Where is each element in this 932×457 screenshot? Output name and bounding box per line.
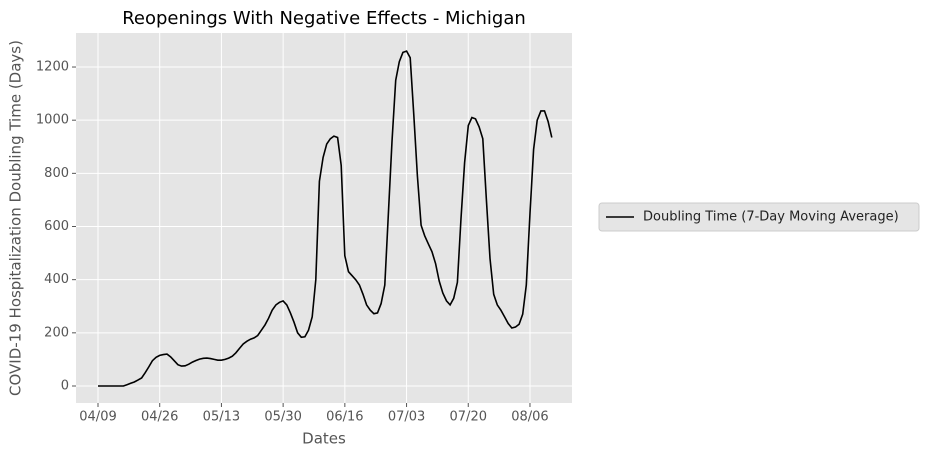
y-tick-label: 0 <box>61 378 69 393</box>
plot-area <box>76 33 572 403</box>
y-tick-label: 600 <box>44 219 69 234</box>
y-axis-label: COVID-19 Hospitalization Doubling Time (… <box>7 40 25 396</box>
y-tick-label: 400 <box>44 272 69 287</box>
x-axis-label: Dates <box>302 430 346 448</box>
y-tick-label: 1000 <box>36 113 69 128</box>
chart-title: Reopenings With Negative Effects - Michi… <box>122 8 526 29</box>
x-tick-label: 05/13 <box>203 410 240 425</box>
x-tick-label: 04/26 <box>141 410 178 425</box>
y-tick-label: 1200 <box>36 60 69 75</box>
x-tick-label: 06/16 <box>326 410 363 425</box>
y-tick-label: 200 <box>44 325 69 340</box>
line <box>98 50 553 387</box>
x-tick-label: 05/30 <box>264 410 301 425</box>
x-tick-label: 08/06 <box>511 410 548 425</box>
legend <box>598 202 920 232</box>
legend-box <box>598 202 920 232</box>
x-tick-label: 07/20 <box>450 410 487 425</box>
x-tick-label: 07/03 <box>388 410 425 425</box>
y-tick-label: 800 <box>44 166 69 181</box>
x-tick-label: 04/09 <box>79 410 116 425</box>
legend-text: Doubling Time (7-Day Moving Average) <box>643 210 899 225</box>
